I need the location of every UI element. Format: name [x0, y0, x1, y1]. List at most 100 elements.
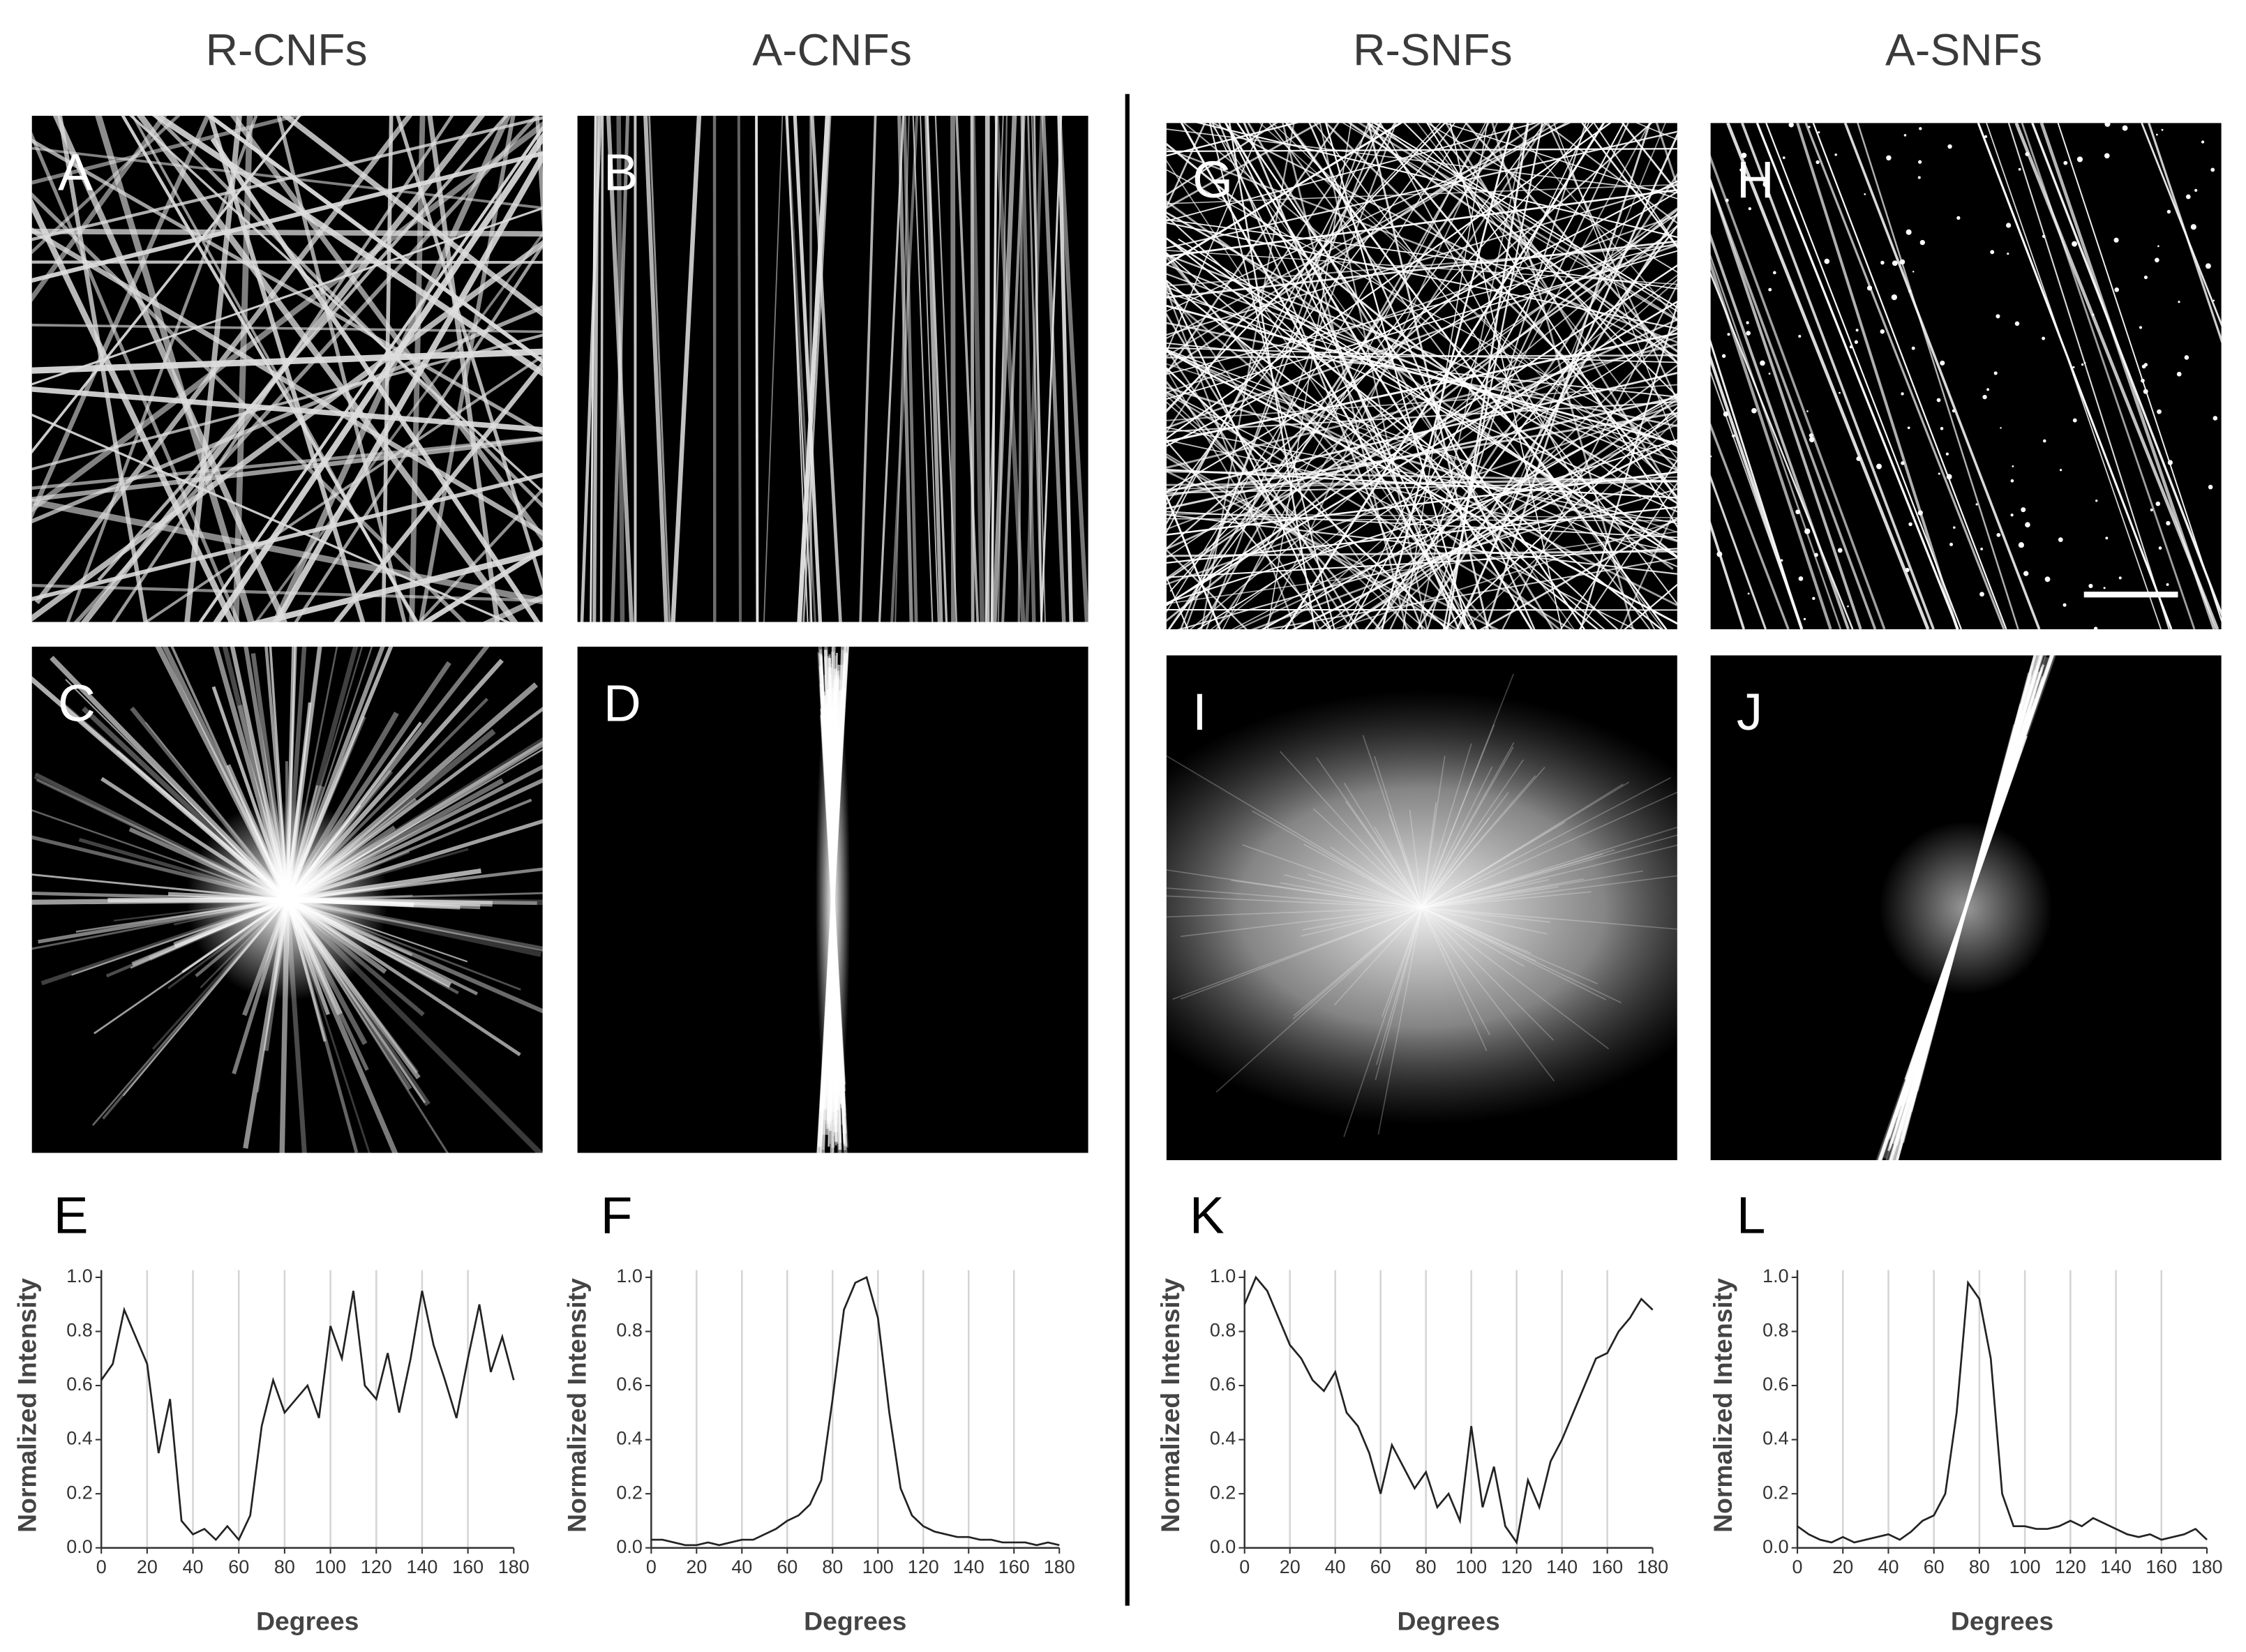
x-tick-label: 20 [1280, 1556, 1301, 1577]
speck [2213, 416, 2218, 421]
fiber [1375, 907, 1423, 1065]
speck [1918, 160, 1922, 164]
speck [2088, 583, 2093, 589]
fiber [1166, 123, 1612, 440]
fiber [52, 115, 288, 622]
fiber [1710, 253, 1842, 629]
fiber [1057, 115, 1073, 622]
fiber [648, 115, 671, 622]
fiber [1502, 283, 1677, 629]
speck [1813, 553, 1818, 557]
speck [2105, 536, 2109, 540]
fiber [1421, 743, 1472, 908]
speck [2178, 301, 2180, 303]
x-tick-label: 120 [1501, 1556, 1532, 1577]
fiber [1357, 123, 1677, 321]
fiber [1166, 343, 1677, 469]
fiber [1389, 123, 1629, 629]
fiber [1374, 172, 1677, 629]
x-tick-label: 80 [1969, 1556, 1990, 1577]
fiber [1166, 279, 1599, 629]
fiber [198, 125, 543, 622]
fiber [1421, 907, 1555, 1082]
fiber [1033, 115, 1043, 622]
panel-label: J [1737, 682, 1762, 741]
fiber [1166, 347, 1353, 629]
fiber [1166, 123, 1538, 222]
speck [2155, 133, 2158, 136]
fiber [1166, 318, 1677, 550]
fiber [1166, 142, 1677, 559]
fiber [1340, 414, 1677, 629]
fiber [1166, 384, 1677, 421]
speck [2185, 194, 2191, 200]
fiber [1166, 350, 1677, 568]
fiber [1166, 887, 1422, 908]
fiber [1040, 115, 1063, 622]
speck [1901, 392, 1904, 396]
fiber [31, 115, 167, 303]
speck [1721, 354, 1726, 359]
speck [1741, 152, 1747, 158]
x-tick-label: 0 [646, 1556, 657, 1577]
micrograph [577, 646, 1088, 1153]
fiber [1343, 907, 1423, 1137]
fiber [1458, 123, 1666, 629]
speck [1947, 144, 1952, 149]
fiber [1041, 115, 1066, 622]
fiber [1330, 846, 1423, 908]
fiber [1421, 907, 1551, 923]
speck [1732, 434, 1735, 438]
fiber [31, 197, 235, 622]
column-title: R-SNFs [1353, 25, 1513, 75]
fiber [1421, 907, 1677, 930]
panel-label: G [1192, 150, 1233, 209]
fiber [1444, 123, 1677, 503]
fiber [1196, 123, 1677, 239]
speck [2018, 167, 2021, 171]
speck [1780, 559, 1783, 562]
speck [1808, 126, 1811, 128]
y-tick-label: 0.2 [1762, 1482, 1788, 1503]
speck [1798, 335, 1802, 338]
fiber [232, 115, 253, 622]
fiber [1362, 735, 1423, 908]
x-axis-title: Degrees [1951, 1606, 2053, 1635]
fiber [1215, 907, 1423, 1092]
speck [2157, 409, 2162, 414]
fiber [1421, 907, 1598, 984]
speck [1892, 260, 1898, 266]
y-tick-label: 0.8 [1762, 1320, 1788, 1341]
fiber [1166, 439, 1677, 553]
fiber [419, 115, 516, 622]
fiber [926, 115, 948, 622]
x-tick-label: 40 [183, 1556, 204, 1577]
fiber [1421, 907, 1555, 1041]
speck [1839, 391, 1841, 394]
speck [2167, 460, 2173, 465]
fiber [1416, 123, 1677, 460]
speck [2014, 321, 2020, 326]
y-tick-label: 0.6 [1762, 1374, 1788, 1395]
speck [1880, 260, 1885, 265]
speck [2076, 156, 2083, 163]
fiber [31, 192, 467, 622]
fiber [1377, 324, 1677, 629]
speck [2104, 153, 2110, 159]
speck [1982, 394, 1987, 400]
fiber [1857, 123, 2019, 629]
speck [1996, 533, 2001, 537]
speck [1739, 168, 1743, 172]
speck [2194, 188, 2198, 192]
speck [1940, 427, 1944, 430]
fiber [1166, 412, 1677, 497]
x-tick-label: 180 [2192, 1556, 2223, 1577]
fiber [1421, 879, 1550, 908]
speck [2118, 576, 2122, 580]
y-axis-title: Normalized Intensity [12, 1278, 41, 1533]
fiber [1421, 907, 1488, 1051]
fiber [1553, 123, 1677, 449]
fiber [1804, 123, 2005, 629]
speck [1919, 239, 1925, 246]
fiber [1421, 907, 1490, 1035]
